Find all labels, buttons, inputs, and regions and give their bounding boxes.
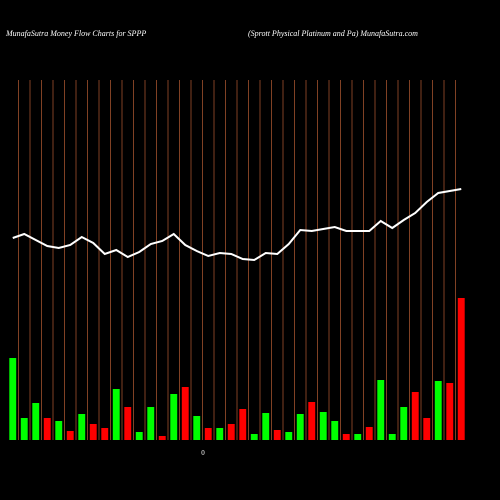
bar	[434, 381, 442, 440]
bar	[66, 431, 74, 440]
bar	[319, 412, 327, 440]
bar	[9, 358, 17, 440]
bar	[331, 421, 339, 440]
bar	[147, 407, 155, 440]
bar	[296, 414, 304, 440]
bar	[273, 430, 281, 440]
bar	[400, 407, 408, 440]
bar	[354, 434, 362, 440]
bar	[342, 434, 350, 440]
bar	[239, 409, 247, 440]
bar	[43, 418, 51, 440]
bar	[78, 414, 86, 440]
bar	[20, 418, 28, 440]
chart-subtitle: (Sprott Physical Platinum and Pa) Munafa…	[248, 29, 418, 38]
bar	[89, 424, 97, 440]
bar	[377, 380, 385, 440]
bar	[227, 424, 235, 440]
bar	[193, 416, 201, 440]
bar	[388, 434, 396, 440]
y-tick-label: 0	[201, 449, 205, 457]
bar	[411, 392, 419, 440]
bar	[135, 432, 143, 440]
bar	[262, 413, 270, 440]
bar	[101, 428, 109, 440]
bar	[308, 402, 316, 440]
chart-title: MunafaSutra Money Flow Charts for SPPP	[5, 29, 146, 38]
bar	[55, 421, 63, 440]
bar	[457, 298, 465, 440]
bar	[32, 403, 40, 440]
money-flow-line	[12, 188, 462, 262]
bar	[112, 389, 120, 440]
bar	[285, 432, 293, 440]
bar	[446, 383, 454, 440]
bar	[204, 428, 212, 440]
bar	[170, 394, 178, 440]
bar	[124, 407, 132, 440]
bar	[216, 428, 224, 440]
bar	[365, 427, 373, 440]
bar	[181, 387, 189, 440]
bar	[250, 434, 258, 440]
bar	[423, 418, 431, 440]
bar	[158, 436, 166, 440]
